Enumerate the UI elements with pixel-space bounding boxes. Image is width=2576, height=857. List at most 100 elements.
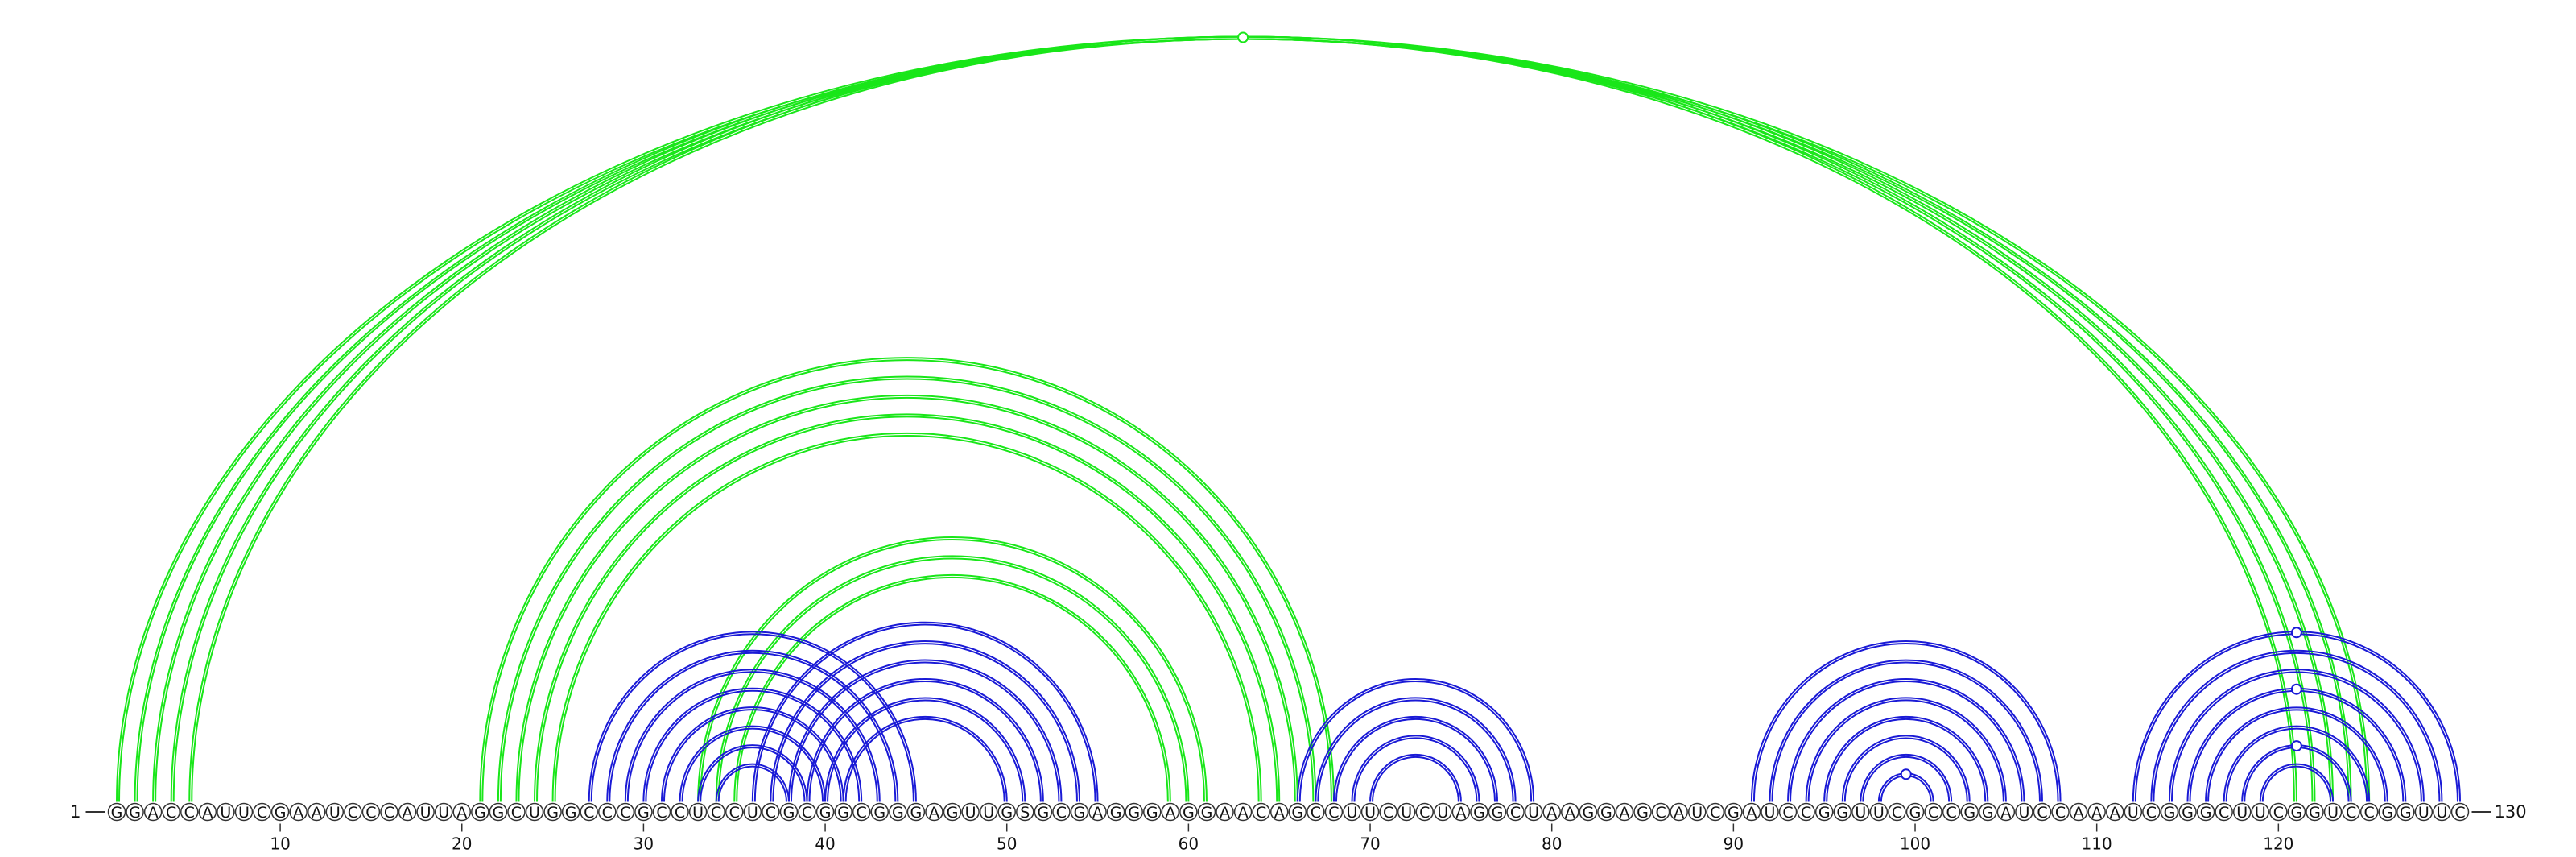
nucleotide-letter: C	[1383, 804, 1393, 822]
nucleotide-circle	[779, 802, 799, 822]
nucleotide-circle	[1561, 802, 1579, 822]
nucleotide-letter: A	[402, 804, 413, 822]
nucleotide-letter: G	[2309, 804, 2321, 822]
nucleotide-circle	[2033, 802, 2052, 822]
nucleotide-circle	[1597, 802, 1616, 822]
blue-arc-69-76	[1351, 735, 1480, 802]
blue-arc-29-43	[626, 671, 878, 802]
nucleotide-letter: G	[910, 804, 923, 822]
nucleotide-letter: C	[1928, 804, 1938, 822]
nucleotide-circle	[1088, 802, 1107, 822]
blue-arc-32-40	[681, 727, 824, 802]
nucleotide-letter: G	[1637, 804, 1649, 822]
nucleotide-circle	[1979, 802, 1997, 822]
blue-arc-114-128	[2170, 671, 2422, 802]
nucleotide-letter: G	[1982, 804, 1994, 822]
nucleotide-letter: C	[1801, 804, 1811, 822]
nucleotide-letter: C	[1892, 804, 1902, 822]
blue-arc-96-103	[1841, 735, 1971, 802]
nucleotide-circle	[1524, 802, 1543, 822]
nucleotide-circle	[2178, 802, 2197, 822]
nucleotide-letter: U	[2128, 804, 2139, 822]
nucleotide-letter: A	[1165, 804, 1175, 822]
nucleotide-letter: U	[1855, 804, 1866, 822]
pair-marker-98-101	[1900, 768, 1912, 780]
nucleotide-circle	[1470, 802, 1488, 822]
blue-arc-117-125	[2225, 727, 2368, 802]
nucleotide-letter: C	[348, 804, 358, 822]
nucleotide-circle	[107, 802, 126, 822]
blue-arc-68-77	[1335, 718, 1496, 802]
nucleotide-letter: C	[1311, 804, 1321, 822]
nucleotide-circle	[1016, 802, 1034, 822]
tick-label: 120	[2263, 834, 2293, 854]
nucleotide-letter: U	[1765, 804, 1776, 822]
nucleotide-letter: A	[2110, 804, 2120, 822]
blue-arc-91-108	[1752, 643, 2059, 802]
nucleotide-circle	[1343, 802, 1361, 822]
nucleotide-circle	[253, 802, 271, 822]
green-arc-22-67	[497, 375, 1317, 802]
nucleotide-letter: A	[1455, 804, 1466, 822]
nucleotide-letter: U	[238, 804, 250, 822]
blue-arc-93-106	[1787, 678, 2025, 802]
nucleotide-letter: C	[2346, 804, 2356, 822]
pair-marker-1-125	[1237, 31, 1249, 43]
nucleotide-letter: G	[1582, 804, 1594, 822]
nucleotide-circle	[2414, 802, 2434, 822]
blue-arc-33-39	[700, 747, 806, 802]
nucleotide-letter: G	[129, 804, 141, 822]
nucleotide-circle	[2378, 802, 2396, 822]
nucleotide-letter: C	[857, 804, 867, 822]
nucleotide-circle	[1615, 802, 1634, 822]
nucleotide-circle	[2051, 802, 2070, 822]
nucleotide-letter: G	[2200, 804, 2212, 822]
blue-arc-93-106	[1790, 681, 2023, 802]
nucleotide-circle	[126, 802, 144, 822]
nucleotide-letter: A	[293, 804, 303, 822]
tick-label: 30	[634, 834, 654, 854]
nucleotide-letter: C	[2454, 804, 2465, 822]
nucleotide-letter: G	[837, 804, 849, 822]
nucleotide-letter: U	[438, 804, 449, 822]
nucleotide-letter: G	[1818, 804, 1831, 822]
nucleotide-letter: U	[1528, 804, 1539, 822]
nucleotide-circle	[198, 802, 217, 822]
blue-arc-40-51	[827, 700, 1024, 802]
nucleotide-letter: G	[1291, 804, 1303, 822]
nucleotide-letter: C	[620, 804, 630, 822]
tick-label: 20	[452, 834, 472, 854]
nucleotide-circle	[1233, 802, 1253, 822]
nucleotide-circle	[889, 802, 907, 822]
green-arc-34-60	[715, 555, 1190, 802]
nucleotide-letter: U	[2327, 804, 2339, 822]
blue-arc-117-125	[2223, 725, 2371, 802]
nucleotide-circle	[180, 802, 199, 822]
nucleotide-circle	[1143, 802, 1162, 822]
nucleotide-letter: U	[2018, 804, 2029, 822]
nucleotide-letter: U	[2436, 804, 2447, 822]
nucleotide-circle	[1869, 802, 1889, 822]
nucleotide-letter: C	[584, 804, 594, 822]
nucleotide-letter: C	[802, 804, 812, 822]
nucleotide-letter: U	[329, 804, 341, 822]
nucleotide-letter: U	[1437, 804, 1448, 822]
nucleotide-letter: A	[2000, 804, 2011, 822]
nucleotide-circle	[798, 802, 816, 822]
nucleotide-circle	[1905, 802, 1925, 822]
blue-arc-39-52	[808, 681, 1042, 802]
nucleotide-letter: G	[873, 804, 886, 822]
blue-arc-97-102	[1862, 756, 1951, 802]
nucleotide-letter: G	[2164, 804, 2176, 822]
nucleotide-circle	[1488, 802, 1507, 822]
nucleotide-letter: G	[2291, 804, 2303, 822]
nucleotide-circle	[1324, 802, 1344, 822]
nucleotide-letter: U	[420, 804, 431, 822]
blue-arc-66-79	[1298, 681, 1533, 802]
nucleotide-circle	[1307, 802, 1325, 822]
nucleotide-letter: U	[2255, 804, 2266, 822]
nucleotide-circle	[2087, 802, 2106, 822]
nucleotide-circle	[307, 802, 326, 822]
nucleotide-circle	[289, 802, 308, 822]
